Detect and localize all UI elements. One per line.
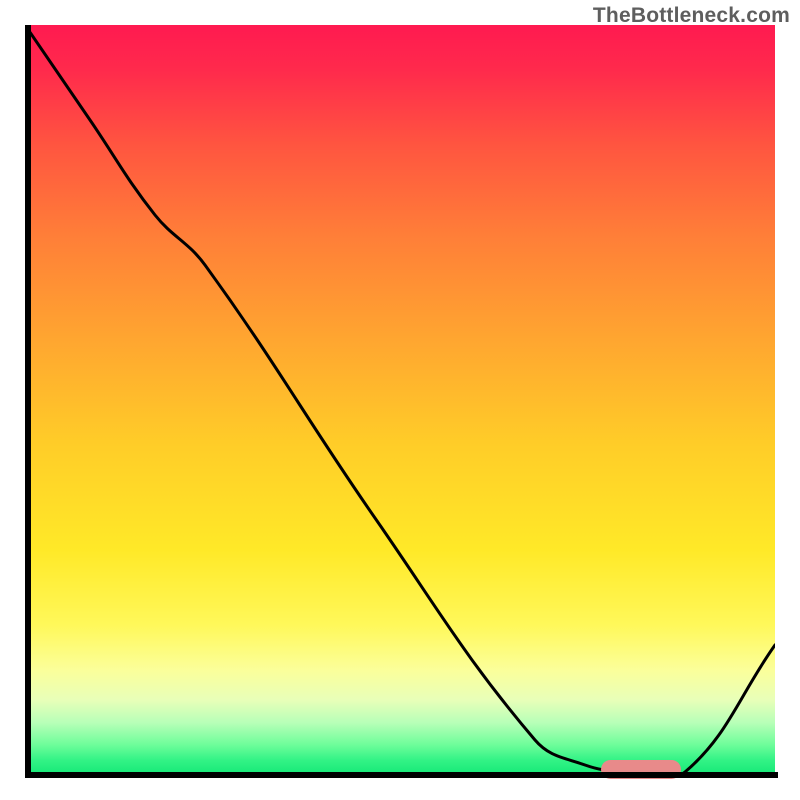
watermark-text: TheBottleneck.com [593,4,790,28]
chart-plot-area [25,25,775,775]
root-container: TheBottleneck.com [0,0,800,800]
bottleneck-curve-path [25,25,775,775]
x-axis-line [25,772,778,778]
y-axis-line [25,25,31,778]
chart-curve-svg [25,25,775,775]
